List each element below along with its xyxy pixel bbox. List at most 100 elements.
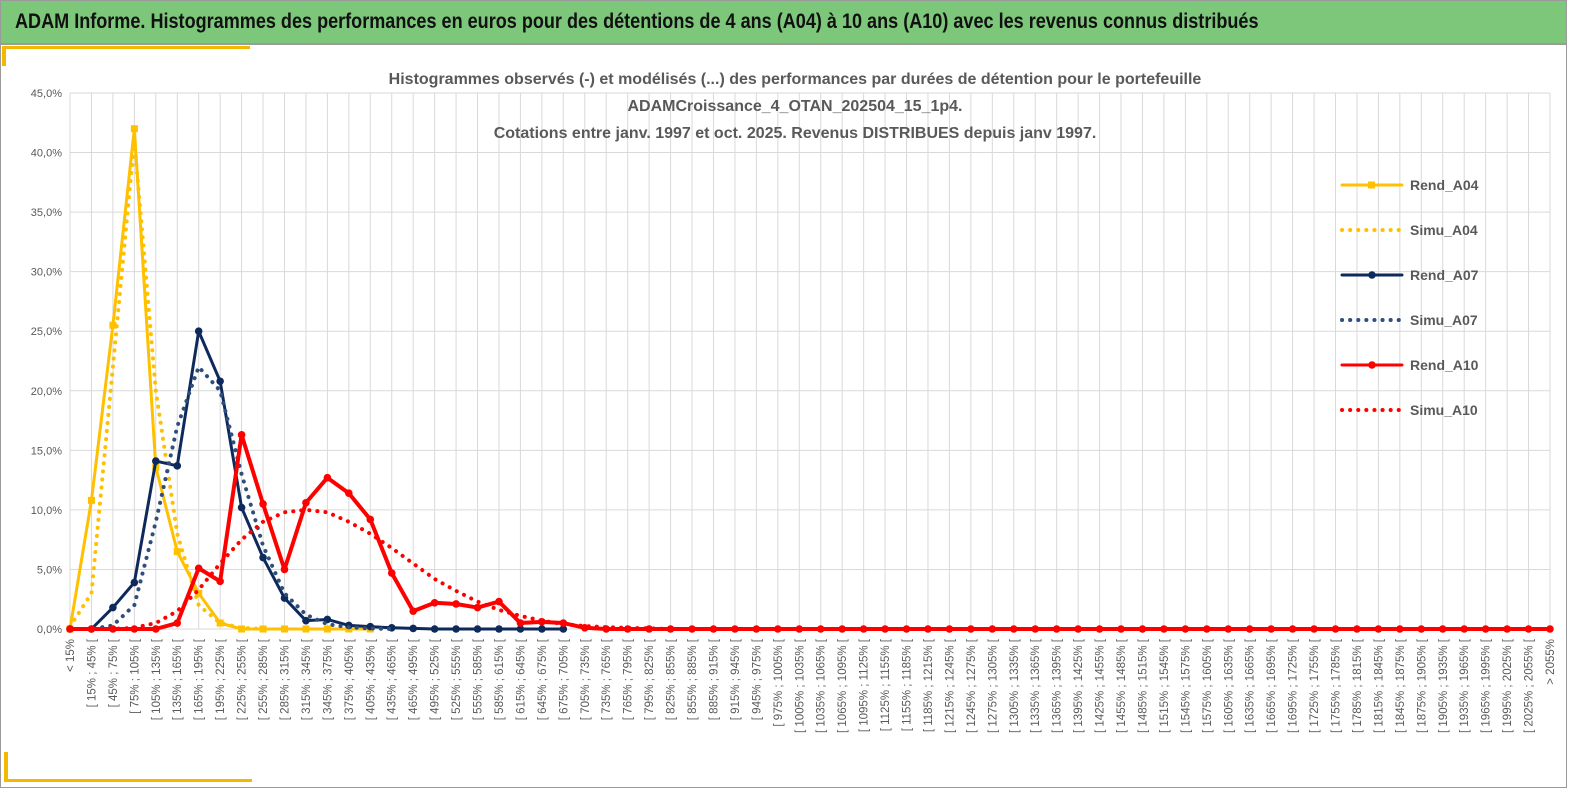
x-tick-label: [ 705% ; 735% [	[580, 638, 592, 720]
data-point-rend_a10	[924, 625, 932, 633]
series-line-simu_a10	[68, 507, 673, 631]
legend-background	[1334, 160, 1524, 432]
data-point-rend_a07	[430, 625, 439, 633]
x-tick-label: [ 1665% ; 1695% [	[1266, 638, 1278, 733]
data-point-rend_a10	[87, 625, 96, 633]
data-point-rend_a10	[1031, 625, 1040, 633]
x-tick-label: [ 1575% ; 1605% [	[1202, 638, 1214, 733]
accent-top-line	[2, 46, 250, 49]
x-tick-label: [ 1455% ; 1485% [	[1116, 638, 1128, 733]
data-point-rend_a10	[323, 473, 332, 482]
x-tick-label: [ 1395% ; 1425% [	[1073, 638, 1085, 733]
x-tick-label: [ 1245% ; 1275% [	[966, 638, 978, 733]
series-line-rend_a10	[68, 432, 1552, 631]
x-tick-label: [ 1995% ; 2025% [	[1502, 638, 1514, 733]
accent-left-top	[2, 46, 6, 66]
x-tick-label: [ 255% ; 285% [	[258, 638, 270, 720]
data-point-rend_a10	[731, 625, 739, 633]
x-tick-label: [ 195% ; 225% [	[215, 638, 227, 720]
data-point-rend_a10	[645, 625, 653, 633]
data-point-rend_a07	[495, 625, 503, 633]
data-point-rend_a04	[195, 589, 203, 597]
x-tick-label: [ 1335% ; 1365% [	[1030, 638, 1042, 733]
data-point-rend_a10	[473, 603, 482, 612]
data-point-rend_a10	[1460, 625, 1469, 633]
data-point-rend_a10	[1374, 625, 1383, 633]
legend-label: Simu_A07	[1410, 312, 1478, 328]
x-tick-label: [ 135% ; 165% [	[172, 638, 184, 720]
data-point-rend_a10	[1009, 625, 1018, 633]
x-tick-label: [ 1875% ; 1905% [	[1416, 638, 1428, 733]
data-point-rend_a04	[280, 625, 288, 633]
x-tick-label: [ 945% ; 975% [	[751, 638, 763, 720]
data-point-rend_a04	[259, 625, 267, 633]
data-point-rend_a10	[752, 625, 761, 633]
x-tick-label: [ 225% ; 255% [	[237, 638, 249, 720]
x-tick-label: [ 1935% ; 1965% [	[1459, 638, 1471, 733]
y-tick-label: 20,0%	[31, 386, 62, 398]
data-point-rend_a10	[816, 625, 825, 633]
x-tick-label: [ 795% ; 825% [	[644, 638, 656, 720]
legend-label: Simu_A04	[1410, 222, 1478, 238]
x-tick-label: > 2055%	[1545, 639, 1557, 685]
x-tick-label: [ 825% ; 855% [	[666, 638, 678, 720]
data-point-rend_a04	[173, 548, 181, 556]
chart-frame	[0, 44, 1567, 788]
x-tick-label: [ 2025% ; 2055% [	[1524, 638, 1536, 733]
data-point-rend_a10	[795, 625, 804, 633]
chart-title-line: Histogrammes observés (-) et modélisés (…	[389, 71, 1202, 88]
data-point-rend_a07	[259, 553, 267, 562]
x-tick-label: [ 1815% ; 1845% [	[1373, 638, 1385, 733]
data-point-rend_a10	[1417, 625, 1426, 633]
data-point-rend_a07	[538, 625, 546, 633]
data-point-rend_a04	[238, 625, 246, 633]
legend-label: Rend_A04	[1410, 177, 1479, 193]
data-point-rend_a07	[516, 625, 525, 633]
x-tick-label: [ 465% ; 495% [	[408, 638, 420, 720]
data-point-rend_a10	[302, 498, 310, 507]
x-tick-label: [ 1155% ; 1185% [	[902, 638, 914, 731]
x-tick-label: [ 375% ; 405% [	[344, 638, 356, 720]
legend-label: Rend_A07	[1410, 267, 1479, 283]
data-point-rend_a10	[1160, 625, 1168, 633]
x-tick-label: [ 1905% ; 1935% [	[1438, 638, 1450, 733]
x-tick-label: [ 495% ; 525% [	[430, 638, 442, 720]
data-point-rend_a07	[173, 462, 182, 470]
y-tick-label: 45,0%	[31, 88, 62, 100]
report-title: ADAM Informe. Histogrammes des performan…	[15, 10, 1259, 33]
x-tick-label: [ 1065% ; 1095% [	[837, 638, 849, 733]
x-tick-label: [ 1785% ; 1815% [	[1352, 638, 1364, 733]
data-point-rend_a10	[688, 625, 696, 633]
x-tick-label: [ 1725% ; 1755% [	[1309, 638, 1321, 733]
data-point-rend_a10	[1310, 625, 1318, 633]
data-point-rend_a10	[988, 625, 997, 633]
x-tick-label: [ 315% ; 345% [	[301, 638, 313, 720]
data-point-rend_a07	[559, 625, 568, 633]
data-point-rend_a04	[216, 619, 224, 627]
x-tick-label: [ 555% ; 585% [	[473, 638, 485, 720]
data-point-rend_a10	[1138, 625, 1147, 633]
x-tick-label: [ 15% ; 45% [	[86, 638, 98, 707]
data-point-rend_a07	[237, 503, 246, 512]
x-tick-label: [ 1845% ; 1875% [	[1395, 638, 1407, 733]
data-point-rend_a04	[323, 625, 331, 633]
data-point-rend_a10	[1438, 625, 1447, 633]
x-tick-label: [ 735% ; 765% [	[601, 638, 613, 720]
series-line-simu_a07	[68, 364, 394, 631]
data-point-rend_a10	[881, 625, 889, 633]
data-point-rend_a10	[580, 624, 589, 632]
x-tick-label: [ 1215% ; 1245% [	[944, 638, 956, 733]
data-point-rend_a07	[409, 624, 417, 633]
series-line-simu_a04	[68, 138, 266, 631]
data-point-rend_a10	[1224, 625, 1233, 633]
data-point-rend_a04	[109, 321, 117, 329]
data-point-rend_a04	[87, 496, 95, 504]
legend-marker	[1368, 361, 1376, 369]
x-tick-label: [ 615% ; 645% [	[515, 638, 527, 720]
data-point-rend_a10	[366, 515, 375, 524]
x-tick-label: [ 915% ; 945% [	[730, 638, 742, 720]
x-tick-label: [ 765% ; 795% [	[623, 638, 635, 720]
y-tick-label: 0,0%	[37, 624, 62, 636]
data-point-rend_a07	[473, 625, 482, 633]
x-tick-label: [ 75% ; 105% [	[129, 638, 141, 714]
